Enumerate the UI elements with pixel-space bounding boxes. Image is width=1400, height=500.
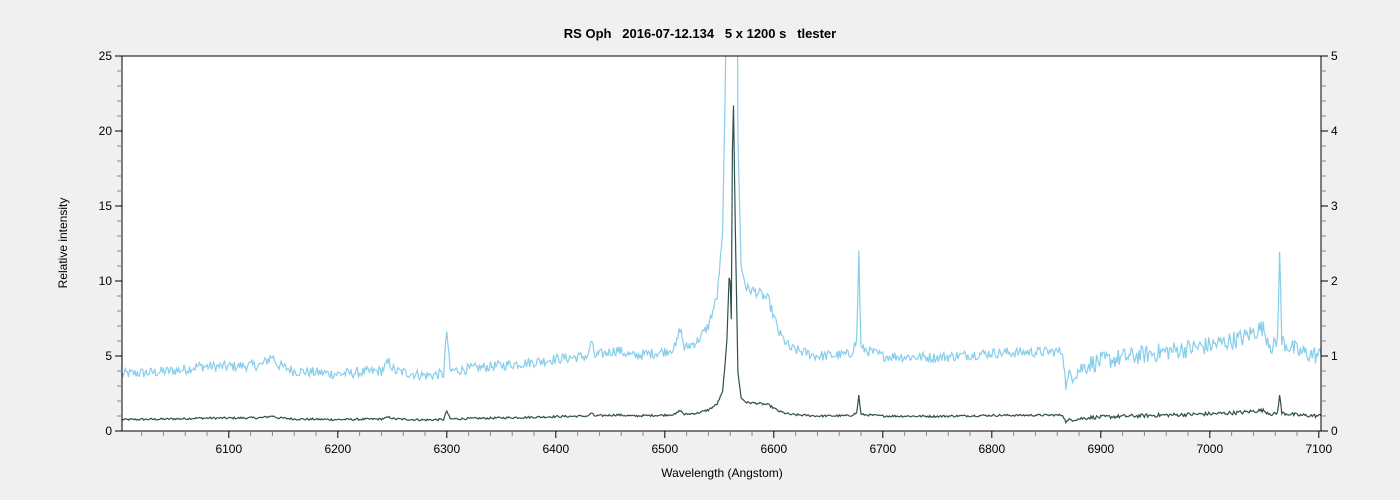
x-tick-label: 6500: [651, 442, 678, 456]
series-line-spectrum-x5: [122, 56, 1321, 390]
x-tick-label: 7100: [1305, 442, 1332, 456]
y-left-tick-label: 15: [99, 199, 113, 213]
chart-title: RS Oph 2016-07-12.134 5 x 1200 s tlester: [564, 26, 836, 41]
y-right-tick-label: 0: [1331, 424, 1338, 438]
x-tick-label: 6400: [542, 442, 569, 456]
x-tick-label: 6600: [760, 442, 787, 456]
y-right-tick-label: 2: [1331, 274, 1338, 288]
y-left-tick-label: 20: [99, 124, 113, 138]
x-tick-label: 6700: [869, 442, 896, 456]
x-tick-label: 6900: [1087, 442, 1114, 456]
y-axis-label: Relative intensity: [56, 198, 70, 289]
x-tick-label: 7000: [1196, 442, 1223, 456]
y-right-tick-label: 4: [1331, 124, 1338, 138]
x-axis-label: Wavelength (Angstom): [661, 466, 783, 480]
y-left-tick-label: 0: [105, 424, 112, 438]
x-tick-label: 6300: [433, 442, 460, 456]
y-left-tick-label: 10: [99, 274, 113, 288]
y-right-tick-label: 3: [1331, 199, 1338, 213]
x-tick-label: 6800: [978, 442, 1005, 456]
y-right-tick-label: 5: [1331, 49, 1338, 63]
plot-frame: [121, 55, 1322, 432]
y-left-tick-label: 25: [99, 49, 113, 63]
series-line-spectrum: [122, 105, 1321, 425]
x-tick-label: 6100: [215, 442, 242, 456]
x-tick-label: 6200: [324, 442, 351, 456]
y-right-tick-label: 1: [1331, 349, 1338, 363]
y-left-tick-label: 5: [105, 349, 112, 363]
